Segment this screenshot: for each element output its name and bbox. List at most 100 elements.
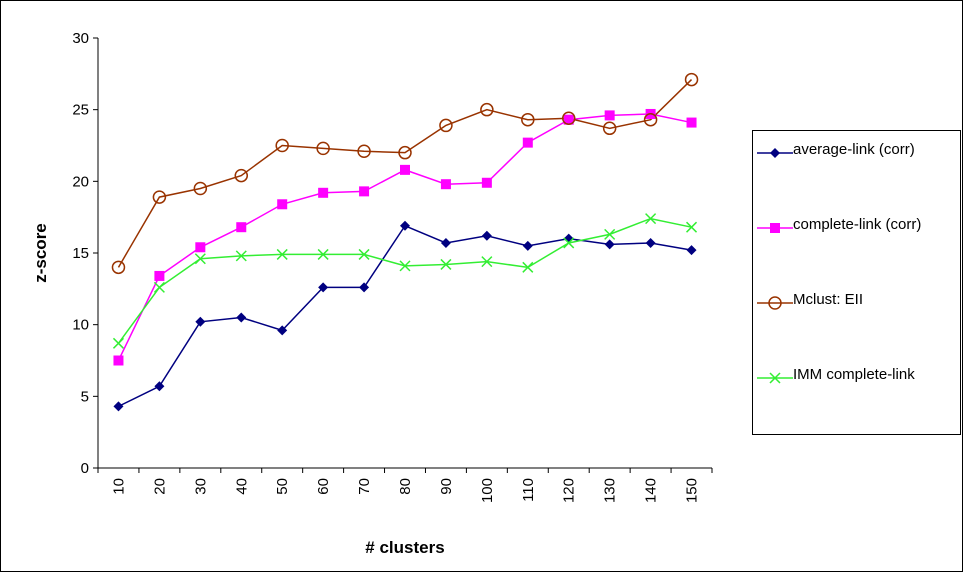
y-tick-label: 30 <box>72 30 89 47</box>
y-tick-label: 25 <box>72 102 89 119</box>
x-tick-label: 70 <box>356 478 373 495</box>
plot-area <box>98 38 712 468</box>
data-point <box>277 325 288 336</box>
data-point <box>277 199 288 210</box>
data-point <box>643 112 658 127</box>
data-point <box>154 381 165 392</box>
data-point <box>439 118 453 133</box>
data-point <box>318 187 329 198</box>
data-point <box>686 221 698 233</box>
data-point <box>400 220 410 231</box>
data-point <box>521 112 535 127</box>
data-point <box>645 237 656 248</box>
legend-item: complete-link (corr) <box>753 214 962 274</box>
y-tick-label: 20 <box>72 173 89 190</box>
data-point <box>357 144 371 158</box>
y-tick-label: 15 <box>72 245 89 262</box>
legend-symbol <box>757 296 793 310</box>
y-axis-label: z-score <box>31 223 50 283</box>
data-point <box>154 270 165 281</box>
data-point <box>194 253 206 265</box>
legend-item: average-link (corr) <box>753 139 962 199</box>
data-point <box>235 250 247 262</box>
data-point <box>113 355 124 366</box>
data-point <box>399 260 411 272</box>
data-point <box>113 401 124 412</box>
data-point <box>686 117 697 128</box>
y-tick-label: 5 <box>81 388 89 405</box>
data-point <box>359 186 370 197</box>
data-point <box>522 240 533 251</box>
legend-label: complete-link (corr) <box>793 216 922 233</box>
data-point <box>398 145 412 160</box>
data-point <box>111 260 126 275</box>
legend-symbol <box>757 148 793 158</box>
data-point <box>275 138 289 153</box>
data-point <box>481 230 492 241</box>
x-tick-label: 120 <box>561 478 578 503</box>
data-point <box>317 248 329 260</box>
data-point <box>602 121 617 136</box>
legend: average-link (corr) complete-link (corr) M… <box>752 130 961 435</box>
data-point <box>318 282 329 293</box>
x-tick-label: 40 <box>233 478 250 495</box>
data-point <box>563 114 574 125</box>
legend-item: IMM complete-link <box>753 364 962 424</box>
x-tick-label: 110 <box>520 478 537 502</box>
data-point <box>112 337 124 349</box>
data-point <box>481 177 492 188</box>
data-point <box>522 137 533 148</box>
x-tick-label: 80 <box>397 478 414 495</box>
x-tick-label: 30 <box>192 478 209 495</box>
data-point <box>686 245 697 256</box>
x-tick-label: 90 <box>438 478 455 495</box>
x-tick-label: 100 <box>479 478 496 503</box>
data-point <box>316 141 330 156</box>
legend-symbol <box>757 223 793 233</box>
x-tick-label: 140 <box>643 478 660 503</box>
series-line <box>117 79 693 268</box>
x-tick-label: 60 <box>315 478 332 495</box>
data-point <box>358 248 370 260</box>
data-point <box>234 168 249 183</box>
data-point <box>480 102 494 117</box>
data-point <box>604 110 615 121</box>
legend-item: Mclust: EII <box>753 289 962 349</box>
data-point <box>236 222 247 233</box>
x-axis-label: # clusters <box>365 538 444 557</box>
data-point <box>236 312 247 323</box>
data-point <box>359 282 370 293</box>
data-point <box>440 179 451 190</box>
data-point <box>152 190 167 204</box>
y-tick-label: 10 <box>72 317 89 334</box>
x-tick-label: 150 <box>684 478 701 503</box>
data-point <box>684 72 699 87</box>
data-point <box>645 213 657 225</box>
data-point <box>522 261 534 273</box>
data-point <box>481 256 493 268</box>
data-point <box>561 111 576 126</box>
data-point <box>400 164 410 175</box>
legend-label: average-link (corr) <box>793 141 915 158</box>
data-point <box>153 281 165 293</box>
data-point <box>193 181 208 196</box>
x-tick-label: 20 <box>151 478 168 495</box>
y-tick-label: 0 <box>81 460 89 477</box>
x-tick-label: 10 <box>110 478 127 495</box>
legend-marker <box>769 372 781 384</box>
legend-marker <box>770 148 780 158</box>
legend-symbol <box>757 372 793 384</box>
data-point <box>604 239 615 250</box>
x-tick-label: 130 <box>602 478 619 503</box>
legend-marker <box>768 296 782 310</box>
data-point <box>563 237 575 249</box>
data-point <box>440 258 452 270</box>
data-point <box>440 237 451 248</box>
legend-marker <box>770 223 780 233</box>
data-point <box>276 248 288 260</box>
x-tick-label: 50 <box>274 478 291 495</box>
data-point <box>195 316 206 327</box>
legend-label: IMM complete-link <box>793 366 915 383</box>
data-point <box>195 242 206 253</box>
